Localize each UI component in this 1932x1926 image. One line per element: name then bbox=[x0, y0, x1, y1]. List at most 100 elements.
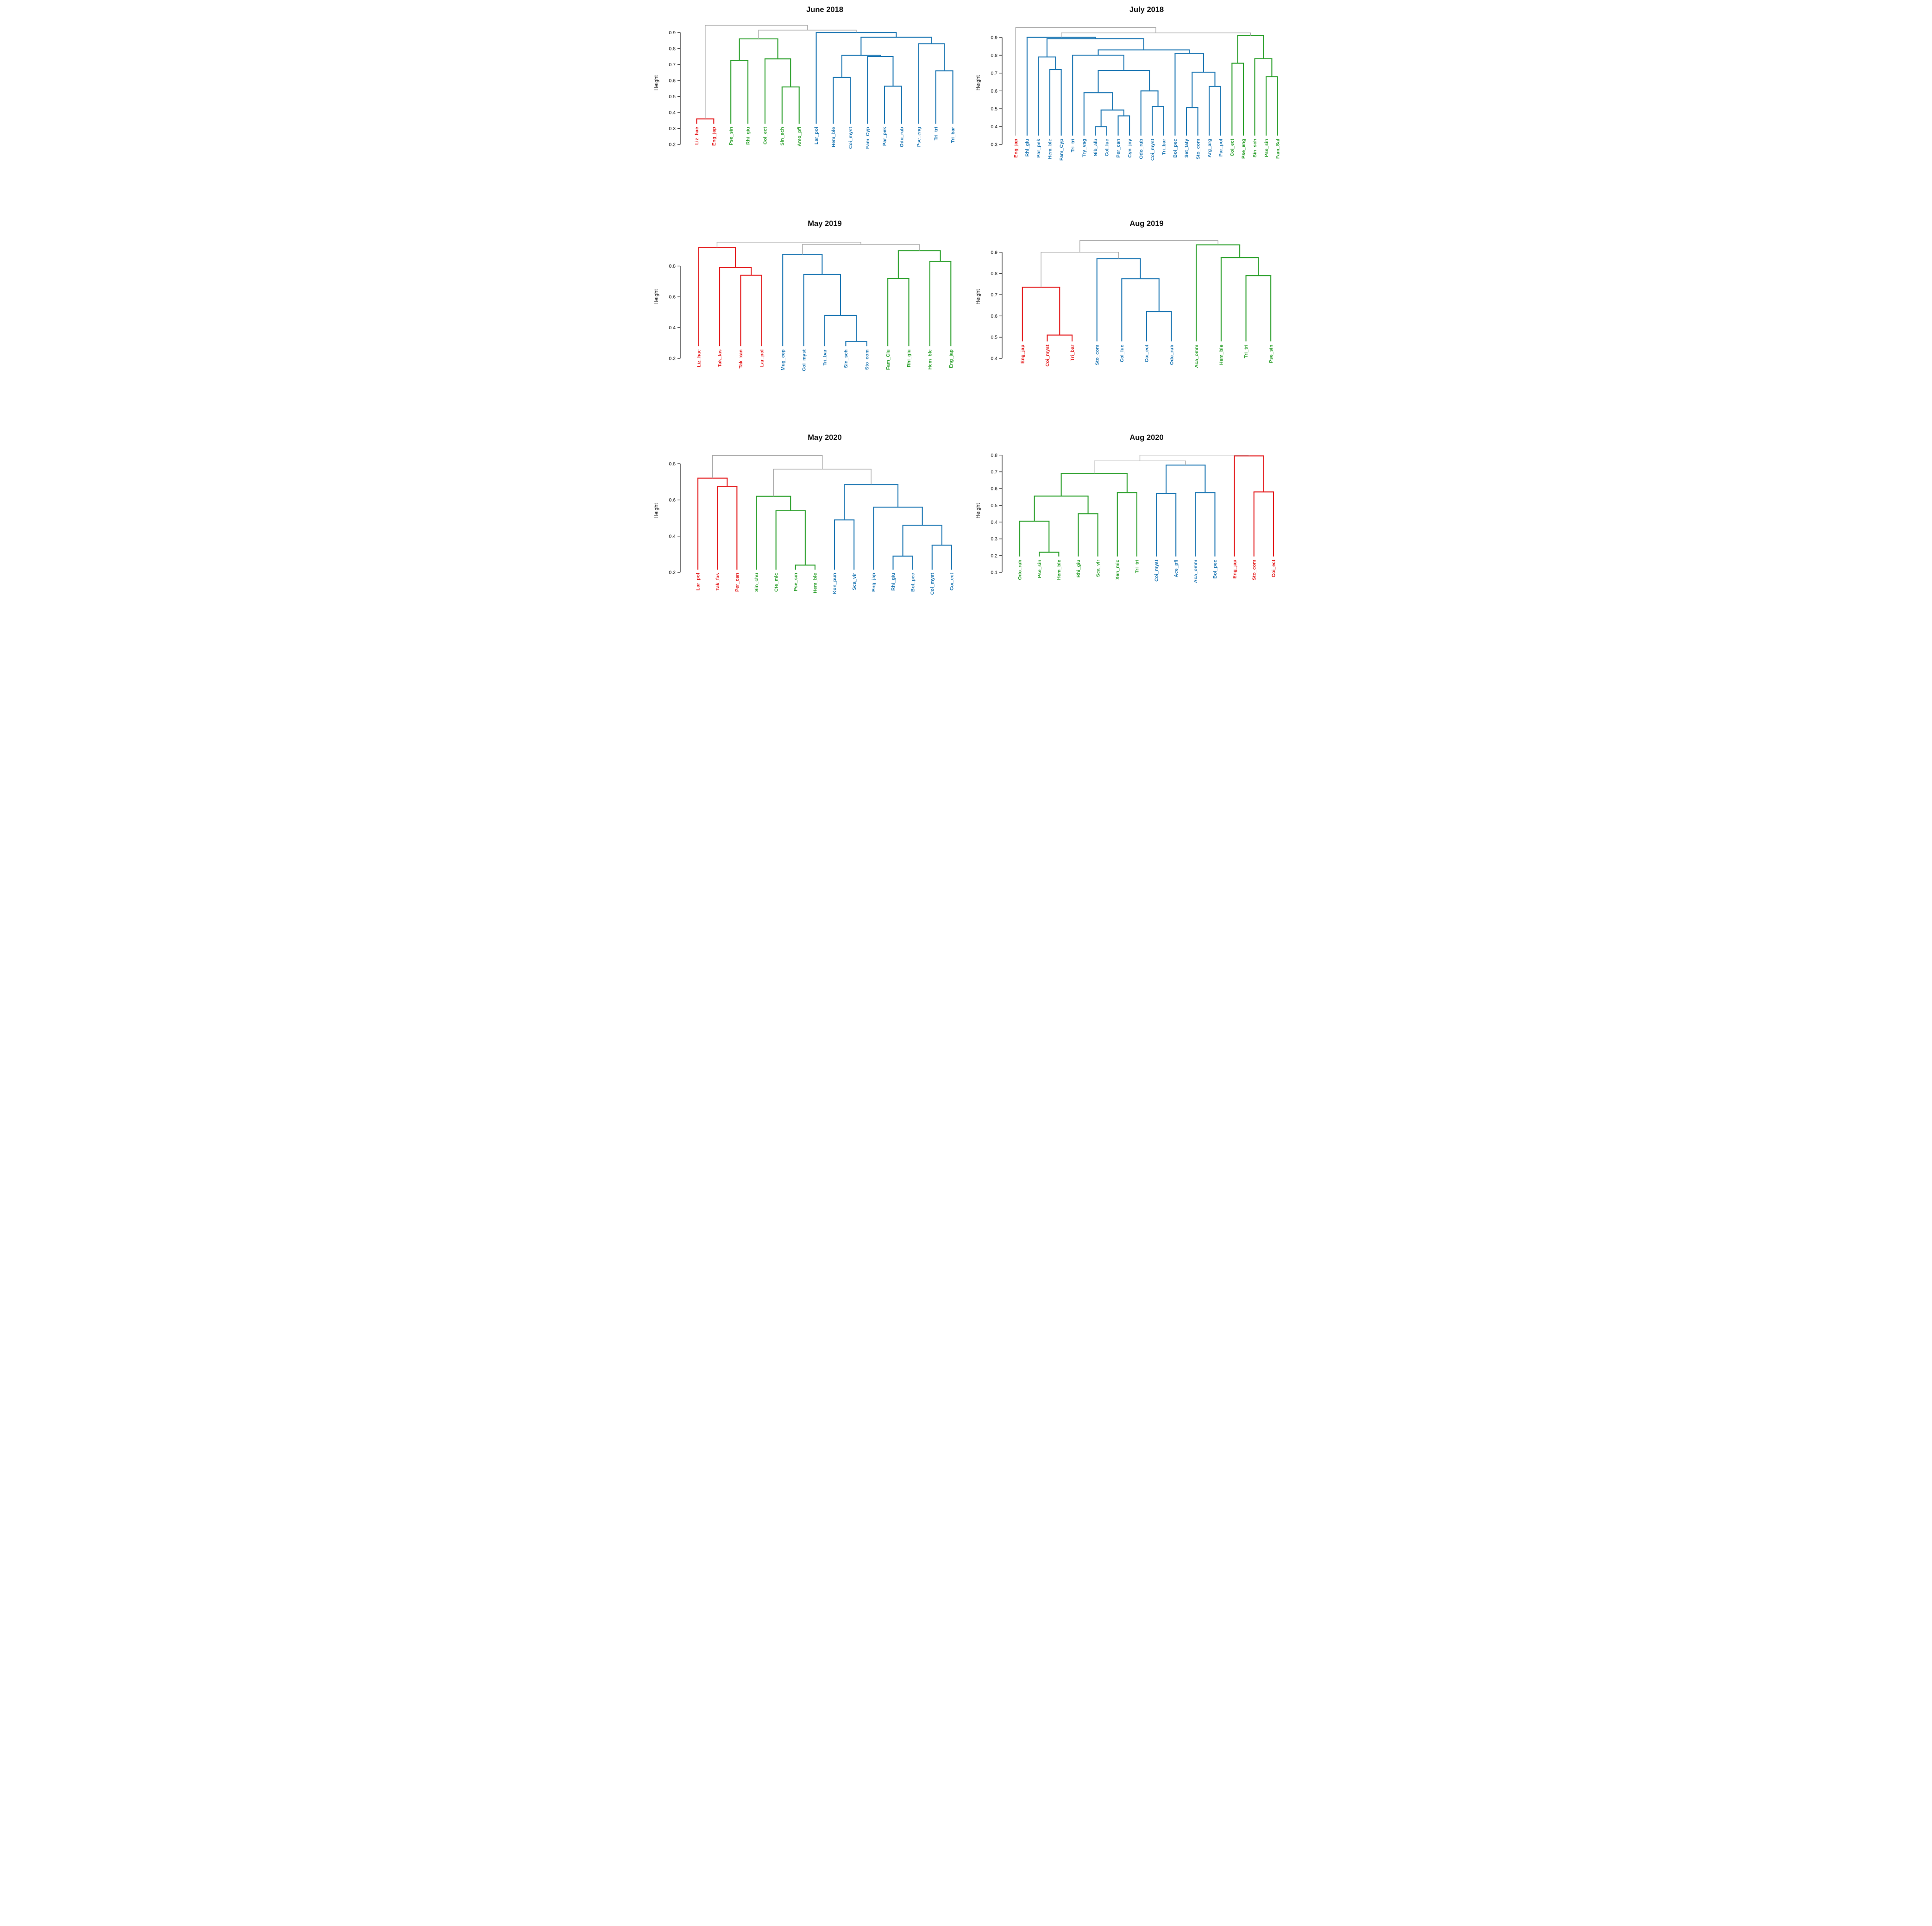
leaf-label: Liz_hae bbox=[696, 349, 702, 367]
leaf-label: Tri_tri bbox=[1243, 345, 1249, 358]
leaf-label: Tri_bar bbox=[1161, 139, 1167, 155]
leaf-label: Sin_sch bbox=[843, 349, 849, 368]
y-tick-label: 0.6 bbox=[669, 295, 676, 300]
leaf-label: Coi_ect bbox=[949, 573, 955, 590]
leaf-label: Coi_ect bbox=[1271, 559, 1277, 577]
leaf-label: Liz_hae bbox=[694, 127, 700, 145]
leaf-label: Hem_ble bbox=[1219, 345, 1224, 365]
leaf-label: Hem_ble bbox=[928, 349, 933, 370]
y-tick-label: 0.8 bbox=[669, 461, 676, 467]
y-tick-label: 0.7 bbox=[991, 70, 997, 76]
leaf-label: Eng_jap bbox=[1013, 139, 1019, 158]
y-tick-label: 0.5 bbox=[991, 503, 997, 508]
y-axis-label: Height bbox=[654, 503, 659, 519]
leaf-label: Tak_fas bbox=[715, 573, 721, 590]
leaf-label: Col_luc bbox=[1119, 345, 1125, 362]
leaf-label: Pse_sin bbox=[793, 573, 798, 591]
leaf-label: Odo_rub bbox=[899, 127, 905, 147]
leaf-label: Sto_com bbox=[864, 349, 870, 370]
leaf-label: Hem_ble bbox=[1048, 139, 1053, 159]
dendrogram-june-2018: June 2018 0.2 0.3 0.4 0.5 0.6 0.7 0.8 0.9 Height L… bbox=[654, 6, 956, 149]
leaf-label: Eng_jap bbox=[1232, 560, 1237, 579]
leaf-label: Sca_vir bbox=[852, 573, 857, 590]
leaf-label: Cte_mic bbox=[773, 573, 779, 592]
leaf-label: Par_pek bbox=[882, 127, 888, 146]
leaf-label: Sto_com bbox=[1094, 345, 1100, 365]
leaf-label: Xen_mic bbox=[1115, 559, 1120, 579]
leaf-label: Coi_myst bbox=[801, 349, 807, 371]
y-tick-label: 0.2 bbox=[669, 570, 676, 576]
leaf-label: Bol_pec bbox=[910, 573, 916, 592]
y-tick-label: 0.7 bbox=[669, 62, 676, 68]
y-tick-label: 0.2 bbox=[669, 142, 676, 148]
leaf-label: Rhi_giu bbox=[1025, 139, 1030, 157]
y-tick-label: 0.3 bbox=[669, 126, 676, 132]
leaf-label: Coi_ect bbox=[1144, 345, 1150, 362]
leaf-label: Coi_myst bbox=[848, 127, 853, 149]
leaf-label: Tri_tri bbox=[1070, 139, 1076, 152]
panel-title: June 2018 bbox=[806, 6, 843, 14]
leaf-label: Tri_bar bbox=[822, 349, 828, 365]
leaf-label: Per_can bbox=[1116, 139, 1121, 158]
leaf-label: Arg_arg bbox=[1207, 139, 1212, 157]
leaf-label: Aca_omm bbox=[1193, 560, 1198, 583]
leaf-label: Coi_myst bbox=[1154, 559, 1160, 582]
y-tick-label: 0.3 bbox=[991, 536, 997, 542]
leaf-label: Rhi_giu bbox=[746, 127, 751, 145]
leaf-label: Per_can bbox=[734, 573, 740, 592]
dendrogram-panel-june-2018: June 2018 0.2 0.3 0.4 0.5 0.6 0.7 0.8 0.9 Height L… bbox=[644, 0, 966, 214]
y-tick-label: 0.5 bbox=[669, 94, 676, 100]
leaf-label: Pse_sin bbox=[1037, 560, 1042, 578]
leaf-label: Bol_pec bbox=[1173, 139, 1178, 158]
leaf-label: Rhi_giu bbox=[891, 573, 896, 591]
leaf-label: Coi_myst bbox=[1150, 138, 1155, 161]
y-tick-label: 0.4 bbox=[991, 356, 997, 362]
leaf-label: Tri_tri bbox=[933, 127, 939, 140]
y-tick-label: 0.8 bbox=[991, 53, 997, 58]
panel-title: May 2020 bbox=[808, 433, 841, 442]
dendrogram-grid: June 2018 0.2 0.3 0.4 0.5 0.6 0.7 0.8 0.9 Height L… bbox=[644, 0, 1288, 642]
y-tick-label: 0.6 bbox=[991, 88, 997, 94]
y-tick-label: 0.6 bbox=[991, 486, 997, 492]
leaf-label: Pse_sin bbox=[1264, 139, 1269, 157]
leaf-label: Hem_ble bbox=[813, 573, 818, 593]
y-tick-label: 0.6 bbox=[669, 78, 676, 83]
leaf-label: Try_vag bbox=[1081, 139, 1087, 157]
y-tick-label: 0.4 bbox=[991, 124, 997, 130]
panel-title: May 2019 bbox=[808, 220, 841, 228]
leaf-label: Fam_Cyp bbox=[1059, 139, 1064, 161]
leaf-label: Set_taty bbox=[1184, 139, 1190, 158]
y-tick-label: 0.8 bbox=[991, 271, 997, 276]
leaf-label: Mug_cep bbox=[780, 349, 786, 370]
leaf-label: Sto_com bbox=[1251, 560, 1257, 580]
y-tick-label: 0.2 bbox=[669, 356, 676, 362]
leaf-label: Eng_jap bbox=[711, 127, 717, 146]
dendrogram-july-2018: July 2018 0.3 0.4 0.5 0.6 0.7 0.8 0.9 Height Eng_… bbox=[976, 6, 1280, 161]
y-axis-label: Height bbox=[654, 289, 659, 305]
leaf-label: Fam_Clu bbox=[885, 349, 891, 370]
leaf-label: Lar_pol bbox=[696, 573, 701, 590]
y-tick-label: 0.6 bbox=[991, 314, 997, 319]
leaf-label: Pse_sin bbox=[1268, 345, 1274, 363]
leaf-label: Ace_pfl bbox=[1173, 560, 1179, 577]
leaf-label: Kon_pun bbox=[832, 573, 838, 594]
y-tick-label: 0.1 bbox=[991, 570, 997, 576]
leaf-label: Coi_ect bbox=[1229, 138, 1235, 156]
y-axis-label: Height bbox=[976, 289, 981, 305]
leaf-label: Cyn_joy bbox=[1127, 139, 1133, 158]
leaf-label: Par_pek bbox=[1036, 139, 1041, 158]
leaf-label: Sto_com bbox=[1195, 139, 1201, 159]
y-tick-label: 0.6 bbox=[669, 497, 676, 503]
y-tick-label: 0.7 bbox=[991, 469, 997, 475]
leaf-label: Tri_bar bbox=[1070, 345, 1075, 361]
leaf-label: Sin_chu bbox=[754, 573, 759, 592]
leaf-label: Pse_sin bbox=[728, 127, 734, 145]
leaf-label: Rhi_giu bbox=[1076, 560, 1081, 578]
y-tick-label: 0.8 bbox=[669, 46, 676, 51]
y-tick-label: 0.5 bbox=[991, 335, 997, 340]
y-tick-label: 0.9 bbox=[991, 250, 997, 255]
leaf-label: Fam_Cyp bbox=[865, 127, 871, 149]
dendrogram-may-2020: May 2020 0.2 0.4 0.6 0.8 Height Lar_pol Tak_fas… bbox=[654, 433, 955, 595]
leaf-label: Sca_vir bbox=[1095, 560, 1101, 577]
leaf-label: Eng_jap bbox=[1020, 345, 1025, 364]
